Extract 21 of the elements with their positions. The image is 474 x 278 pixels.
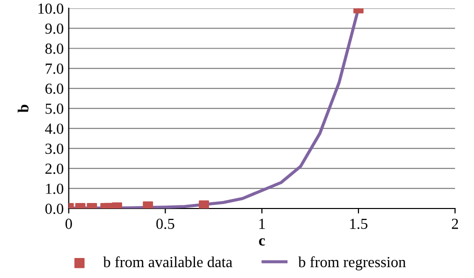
x-tick-label: 0.5 [156, 218, 174, 230]
x-tick-label: 0 [65, 218, 72, 229]
y-tick-label: 7.0 [46, 64, 64, 74]
legend-label: b from available data [103, 256, 232, 268]
x-tick-label: 2 [452, 218, 458, 229]
y-tick-label: 6.0 [45, 84, 64, 94]
y-tick-label: 2.0 [45, 164, 64, 174]
y-tick-label: 4.0 [45, 124, 64, 134]
x-tick-label: 1.5 [350, 218, 368, 230]
y-axis-title: b [18, 104, 28, 112]
y-tick-label: 8.0 [45, 44, 64, 54]
y-tick-label: 1.0 [46, 184, 64, 194]
y-tick-label: 5.0 [46, 104, 64, 114]
y-tick-label: 9.0 [45, 23, 64, 34]
x-axis-title: c [259, 238, 265, 246]
y-tick-label: 10.0 [38, 3, 64, 14]
y-tick-label: 0.0 [45, 204, 64, 214]
x-tick-label: 1 [259, 218, 265, 229]
y-tick-label: 3.0 [46, 144, 64, 154]
legend-label: b from regression [298, 256, 406, 270]
point [198, 200, 210, 208]
